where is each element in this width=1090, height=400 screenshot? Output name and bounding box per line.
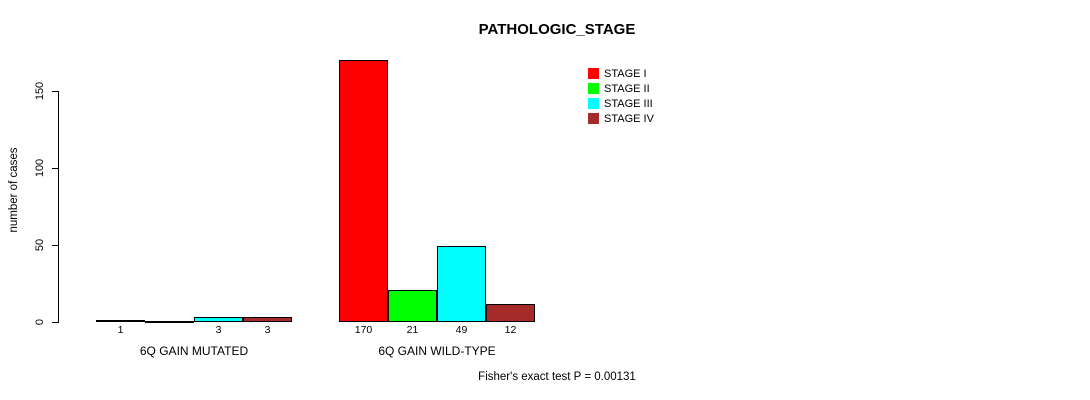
bar-stage-iv-6q-gain-wild-type: [486, 304, 535, 322]
legend-label-stage-ii: STAGE II: [604, 82, 650, 95]
bar-stage-i-6q-gain-mutated: [96, 320, 145, 322]
legend-row-stage-iv: STAGE IV: [588, 111, 654, 126]
y-tick-0: [52, 322, 59, 323]
y-tick-150: [52, 90, 59, 92]
bar-value-stage-i-6q-gain-wild-type: 170: [354, 324, 373, 336]
legend: STAGE I STAGE II STAGE III STAGE IV: [588, 66, 654, 126]
legend-swatch-icon: [588, 113, 599, 124]
legend-label-stage-i: STAGE I: [604, 67, 647, 80]
bar-value-stage-iii-6q-gain-mutated: 3: [215, 324, 222, 336]
legend-row-stage-iii: STAGE III: [588, 96, 654, 111]
legend-row-stage-i: STAGE I: [588, 66, 654, 81]
bar-stage-ii-6q-gain-wild-type: [388, 290, 437, 322]
y-tick-label-150: 150: [34, 81, 46, 101]
y-tick-label-50: 50: [34, 238, 46, 252]
y-tick-label-0: 0: [34, 318, 46, 326]
bar-stage-ii-6q-gain-mutated: [145, 321, 194, 323]
y-axis-label: number of cases: [8, 147, 20, 233]
legend-row-stage-ii: STAGE II: [588, 81, 654, 96]
bar-value-stage-iv-6q-gain-mutated: 3: [264, 324, 271, 336]
stat-annotation: Fisher's exact test P = 0.00131: [478, 371, 636, 383]
y-axis-line: [58, 91, 59, 322]
y-tick-100: [52, 167, 59, 169]
category-label-6q-gain-mutated: 6Q GAIN MUTATED: [139, 344, 249, 358]
bar-stage-i-6q-gain-wild-type: [339, 60, 388, 322]
y-tick-label-100: 100: [34, 158, 46, 178]
legend-swatch-icon: [588, 68, 599, 79]
chart-title: PATHOLOGIC_STAGE: [478, 21, 636, 38]
bar-stage-iv-6q-gain-mutated: [243, 317, 292, 322]
category-label-6q-gain-wild-type: 6Q GAIN WILD-TYPE: [378, 344, 496, 358]
bar-value-stage-iii-6q-gain-wild-type: 49: [455, 324, 468, 336]
bar-value-stage-i-6q-gain-mutated: 1: [117, 324, 124, 336]
bar-value-stage-ii-6q-gain-wild-type: 21: [406, 324, 419, 336]
legend-label-stage-iii: STAGE III: [604, 97, 653, 110]
bar-stage-iii-6q-gain-wild-type: [437, 246, 486, 322]
legend-swatch-icon: [588, 98, 599, 109]
legend-label-stage-iv: STAGE IV: [604, 112, 654, 125]
legend-swatch-icon: [588, 83, 599, 94]
bar-value-stage-iv-6q-gain-wild-type: 12: [504, 324, 517, 336]
bar-stage-iii-6q-gain-mutated: [194, 317, 243, 322]
y-tick-50: [52, 244, 59, 246]
